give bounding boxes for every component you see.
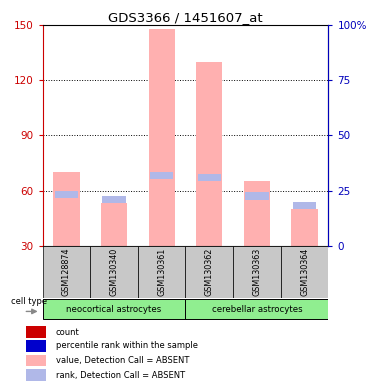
Bar bbox=[26, 340, 46, 352]
Text: GSM130362: GSM130362 bbox=[205, 248, 214, 296]
Bar bbox=[102, 196, 126, 204]
Bar bbox=[26, 355, 46, 366]
Bar bbox=[150, 172, 174, 179]
Text: GSM128874: GSM128874 bbox=[62, 247, 71, 296]
Bar bbox=[293, 202, 316, 209]
Bar bbox=[26, 326, 46, 338]
Bar bbox=[53, 172, 79, 246]
Bar bbox=[197, 174, 221, 181]
Bar bbox=[43, 299, 186, 319]
Text: neocortical astrocytes: neocortical astrocytes bbox=[66, 305, 162, 314]
Bar bbox=[244, 181, 270, 246]
Bar bbox=[186, 246, 233, 298]
Bar bbox=[281, 246, 328, 298]
Bar bbox=[43, 246, 90, 298]
Text: cell type: cell type bbox=[11, 297, 47, 306]
Text: value, Detection Call = ABSENT: value, Detection Call = ABSENT bbox=[56, 356, 189, 365]
Bar bbox=[101, 204, 127, 246]
Bar bbox=[26, 369, 46, 381]
Bar bbox=[292, 209, 318, 246]
Text: GSM130340: GSM130340 bbox=[109, 248, 119, 296]
Bar bbox=[196, 62, 222, 246]
Text: GSM130363: GSM130363 bbox=[252, 248, 262, 296]
Title: GDS3366 / 1451607_at: GDS3366 / 1451607_at bbox=[108, 11, 263, 24]
Text: percentile rank within the sample: percentile rank within the sample bbox=[56, 341, 198, 351]
Text: GSM130364: GSM130364 bbox=[300, 248, 309, 296]
Text: GSM130361: GSM130361 bbox=[157, 248, 166, 296]
Bar bbox=[186, 299, 328, 319]
Bar bbox=[138, 246, 186, 298]
Text: cerebellar astrocytes: cerebellar astrocytes bbox=[211, 305, 302, 314]
Bar bbox=[55, 190, 78, 198]
Text: rank, Detection Call = ABSENT: rank, Detection Call = ABSENT bbox=[56, 371, 185, 380]
Text: count: count bbox=[56, 328, 79, 336]
Bar bbox=[90, 246, 138, 298]
Bar bbox=[233, 246, 281, 298]
Bar bbox=[245, 192, 269, 200]
Bar bbox=[149, 29, 175, 246]
